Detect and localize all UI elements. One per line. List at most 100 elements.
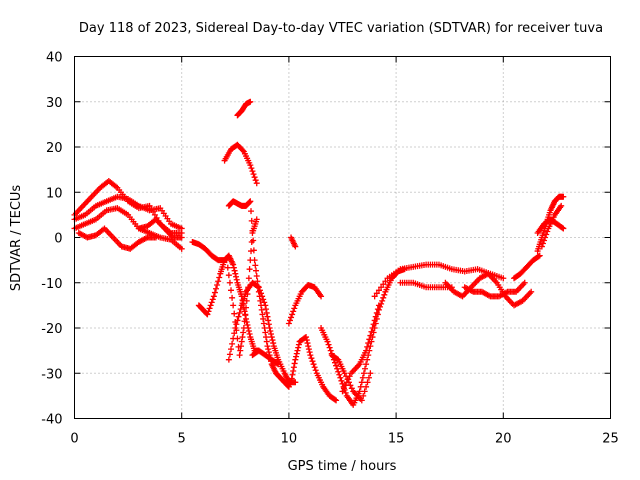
- data-point: [289, 311, 296, 318]
- data-point: [303, 337, 310, 344]
- data-point: [270, 340, 277, 347]
- data-point: [206, 305, 213, 312]
- data-point: [253, 216, 260, 223]
- data-point: [380, 281, 387, 288]
- y-tick-label: -10: [41, 277, 62, 292]
- data-point: [151, 211, 158, 218]
- data-point: [367, 332, 374, 339]
- data-point: [213, 285, 220, 292]
- data-point: [318, 293, 325, 300]
- data-point: [309, 358, 316, 365]
- data-point: [260, 320, 267, 327]
- data-point: [292, 356, 299, 363]
- data-point: [245, 284, 252, 291]
- data-point: [253, 272, 260, 279]
- data-point: [288, 379, 295, 386]
- y-tick-label: 0: [54, 232, 62, 247]
- data-point: [558, 202, 565, 209]
- data-point: [341, 370, 348, 377]
- data-point: [265, 317, 272, 324]
- data-point: [342, 389, 349, 396]
- data-point: [267, 328, 274, 335]
- data-point: [230, 302, 237, 309]
- data-point: [238, 338, 245, 345]
- data-point: [338, 377, 345, 384]
- data-point: [255, 288, 262, 295]
- data-point: [248, 165, 255, 172]
- data-point: [370, 321, 377, 328]
- data-point: [234, 335, 241, 342]
- data-point: [258, 302, 265, 309]
- data-point: [290, 367, 297, 374]
- data-point: [210, 293, 217, 300]
- data-point: [152, 234, 159, 241]
- data-point: [248, 248, 255, 255]
- data-point: [363, 383, 370, 390]
- data-point: [263, 309, 270, 316]
- data-point: [337, 374, 344, 381]
- data-point: [269, 337, 276, 344]
- data-point: [295, 344, 302, 351]
- data-point: [541, 237, 548, 244]
- data-point: [248, 239, 255, 246]
- data-point: [240, 325, 247, 331]
- data-point: [324, 338, 331, 345]
- data-point: [373, 309, 380, 316]
- data-point: [224, 264, 231, 271]
- data-point: [367, 370, 374, 377]
- data-point: [285, 383, 292, 390]
- data-point: [327, 347, 334, 354]
- series-track-27: [538, 202, 565, 250]
- data-point: [231, 330, 238, 337]
- data-point: [239, 334, 246, 341]
- data-point: [251, 174, 258, 181]
- data-point: [244, 291, 251, 298]
- series-track-21: [397, 279, 455, 291]
- data-point: [295, 341, 302, 348]
- data-point: [252, 262, 259, 269]
- data-point: [292, 243, 299, 250]
- data-point: [233, 327, 240, 334]
- data-point: [247, 162, 254, 169]
- data-point: [264, 313, 271, 320]
- data-point: [356, 388, 363, 395]
- data-point: [343, 373, 350, 380]
- data-point: [371, 317, 378, 324]
- data-point: [178, 245, 185, 252]
- data-point: [500, 275, 507, 282]
- series-track-16: [288, 334, 340, 404]
- series-track-01: [71, 177, 185, 236]
- data-point: [238, 343, 245, 350]
- data-point: [308, 355, 315, 362]
- data-point: [358, 379, 365, 386]
- y-tick-label: 30: [46, 96, 63, 111]
- data-point: [363, 347, 370, 354]
- x-tick-label: 5: [178, 432, 186, 447]
- data-point: [372, 313, 379, 320]
- data-point: [230, 264, 237, 271]
- data-point: [232, 318, 239, 325]
- data-point: [243, 304, 250, 311]
- data-point: [236, 309, 243, 316]
- data-point: [268, 331, 275, 338]
- data-point: [303, 334, 310, 341]
- data-point: [381, 291, 388, 298]
- data-point: [248, 217, 255, 224]
- data-point: [364, 343, 371, 350]
- data-point: [233, 273, 240, 280]
- data-point: [288, 375, 295, 382]
- data-point: [306, 349, 313, 356]
- data-point: [326, 344, 333, 351]
- data-point: [559, 224, 566, 231]
- data-point: [259, 311, 266, 318]
- data-point: [225, 272, 232, 279]
- data-point: [335, 368, 342, 375]
- data-point: [244, 321, 251, 328]
- data-point: [340, 385, 347, 392]
- axis-ticks: [74, 56, 611, 419]
- data-point: [246, 331, 253, 338]
- data-point: [268, 334, 275, 341]
- data-point: [325, 341, 332, 348]
- series-track-14: [285, 282, 325, 327]
